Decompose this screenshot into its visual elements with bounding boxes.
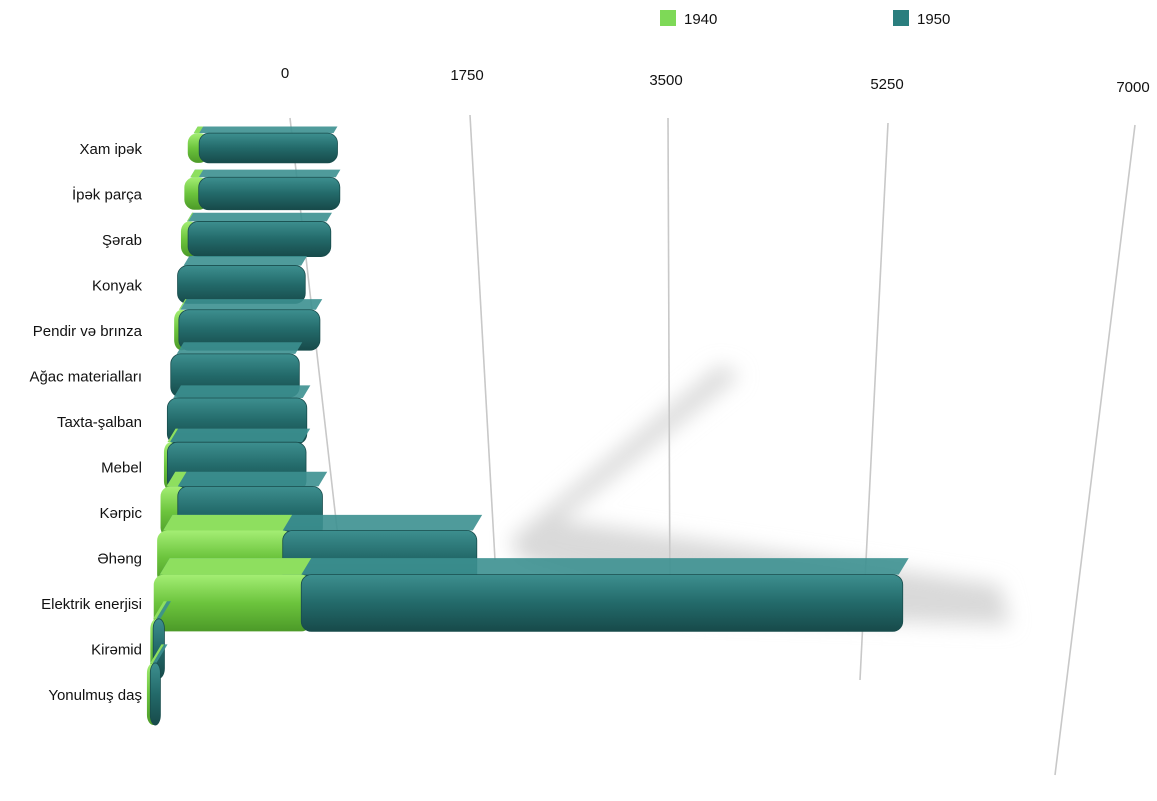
category-label-ag-ac-materiallar: Ağac materialları [29, 369, 142, 386]
bars [146, 126, 909, 726]
bar-1950 [149, 662, 161, 726]
bar-1950 [187, 221, 332, 257]
gridlines [289, 114, 1136, 776]
bar-top-face [166, 471, 328, 487]
bar-1940-top [167, 428, 179, 443]
bar-top-face [156, 601, 171, 619]
bar-top-face [169, 428, 311, 443]
category-label-h-ng: Əhəng [97, 551, 142, 568]
category-label-konyak: Konyak [92, 278, 143, 295]
legend: 1940 1950 [660, 10, 950, 28]
category-label-kir-mid: Kirəmid [91, 642, 142, 659]
category-label-taxta-s-alban: Taxta-şalban [57, 414, 142, 431]
category-label-yonulmus-das: Yonulmuş daş [48, 687, 142, 704]
bar-1950 [198, 176, 341, 211]
x-tick-label: 0 [281, 65, 289, 82]
x-tick-label: 7000 [1116, 79, 1149, 96]
legend-swatch-1940 [660, 10, 676, 26]
category-labels: Xam ipək İpək parça Şərab Konyak Pendir və b… [29, 141, 142, 704]
bar-top-face [186, 212, 332, 222]
bar-top-face [159, 558, 909, 575]
x-tick-label: 1750 [450, 67, 483, 84]
bar-1950 [300, 574, 904, 632]
category-label-pendir-v-br-nza: Pendir və brınza [33, 323, 143, 340]
gridline [667, 117, 671, 611]
bar-1940-top [159, 558, 312, 575]
x-tick-label: 5250 [870, 76, 903, 93]
gridline [469, 114, 496, 561]
category-label-elektrik-enerjisi: Elektrik enerjisi [41, 596, 142, 613]
bar-1940 [153, 574, 312, 632]
bar-top-face [152, 644, 168, 663]
category-label-i-p-k-parc-a: İpək parça [72, 186, 143, 204]
legend-swatch-1950 [893, 10, 909, 26]
bar-1940-top [190, 169, 204, 178]
x-tick-label: 3500 [649, 72, 682, 89]
bar-1950 [177, 265, 306, 304]
bar-1940-top [163, 514, 293, 531]
bar-top-face [183, 255, 308, 266]
bar-top-face [190, 169, 341, 178]
legend-label-1950: 1950 [917, 11, 950, 28]
bar-1940-top [150, 644, 165, 663]
bar-1940-top [153, 601, 167, 619]
category-label-xam-ip-k: Xam ipək [79, 141, 142, 158]
category-label-mebel: Mebel [101, 460, 142, 477]
category-label-k-rpic: Kərpic [99, 505, 142, 522]
bar-top-face [180, 299, 323, 310]
bar-top-face [193, 126, 338, 134]
bar-top-face [176, 342, 303, 354]
gridline [1054, 124, 1136, 776]
bar-1940-top [178, 299, 187, 310]
bar-1940-top [193, 126, 204, 134]
category-label-s-rab: Şərab [102, 232, 142, 249]
bar-1950 [198, 132, 338, 164]
bar-1940-top [186, 212, 194, 222]
legend-label-1940: 1940 [684, 11, 717, 28]
bar-top-face [173, 385, 311, 399]
bar-1940-top [166, 471, 187, 487]
x-axis-ticks: 0 1750 3500 5250 7000 [281, 65, 1150, 96]
